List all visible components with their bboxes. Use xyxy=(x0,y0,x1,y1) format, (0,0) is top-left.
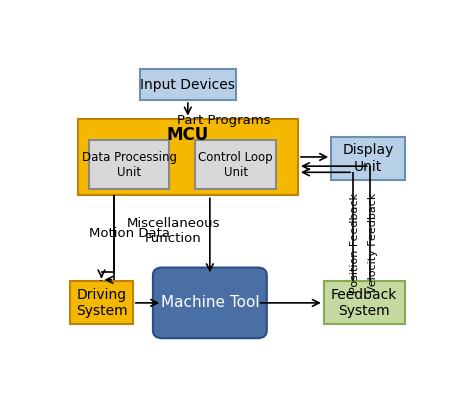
Text: Driving
System: Driving System xyxy=(76,288,128,318)
Text: Data Processing
Unit: Data Processing Unit xyxy=(82,151,176,179)
Text: MCU: MCU xyxy=(167,126,209,144)
Text: Part Programs: Part Programs xyxy=(177,114,270,126)
Text: Machine Tool: Machine Tool xyxy=(161,295,259,310)
FancyBboxPatch shape xyxy=(153,268,267,338)
Text: Display
Unit: Display Unit xyxy=(342,143,393,174)
FancyBboxPatch shape xyxy=(195,140,276,189)
Text: Feedback
System: Feedback System xyxy=(331,288,397,318)
Text: Miscellaneous
Function: Miscellaneous Function xyxy=(127,217,220,245)
Text: Input Devices: Input Devices xyxy=(140,78,235,92)
Text: Motion Data: Motion Data xyxy=(89,227,170,240)
FancyBboxPatch shape xyxy=(324,281,405,324)
FancyBboxPatch shape xyxy=(331,137,405,180)
FancyBboxPatch shape xyxy=(140,69,236,100)
Text: Control Loop
Unit: Control Loop Unit xyxy=(198,151,273,179)
Text: Position Feedback: Position Feedback xyxy=(350,193,360,293)
FancyBboxPatch shape xyxy=(70,281,133,324)
Text: Velocity Feedback: Velocity Feedback xyxy=(368,193,378,293)
FancyBboxPatch shape xyxy=(78,119,298,196)
FancyBboxPatch shape xyxy=(89,140,169,189)
